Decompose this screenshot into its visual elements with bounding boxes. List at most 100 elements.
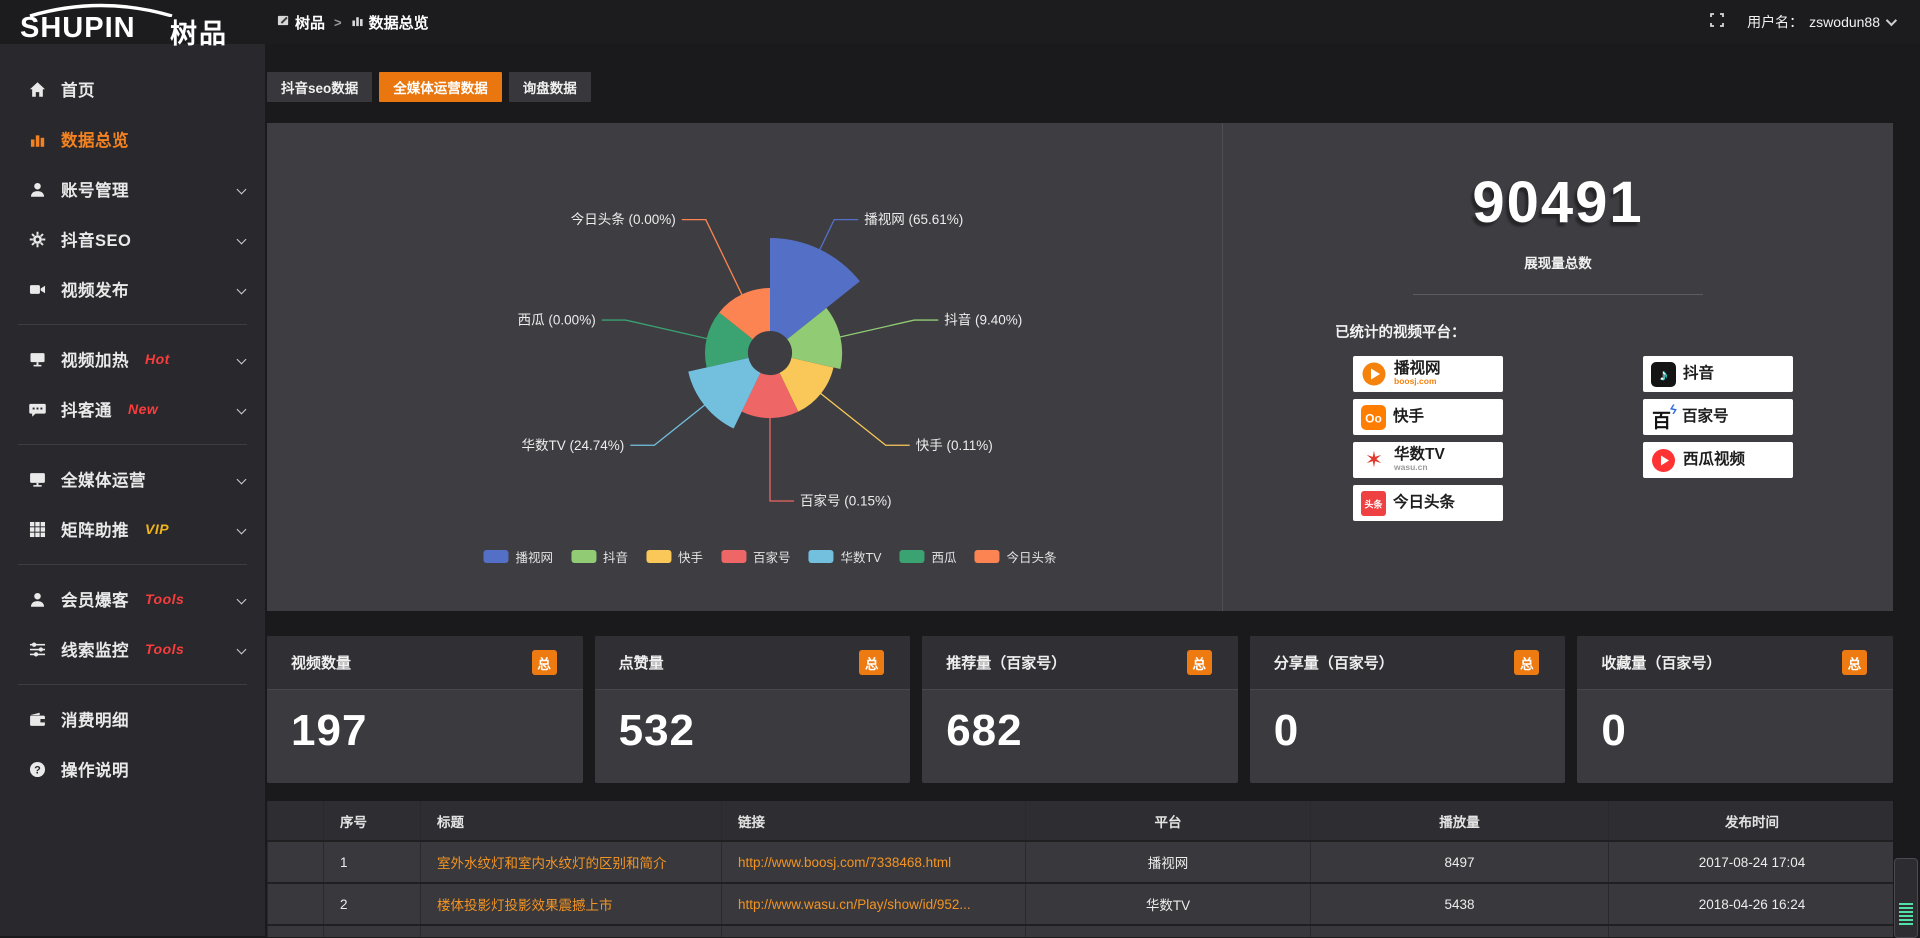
total-badge: 总 <box>1842 650 1867 675</box>
cell-title[interactable]: 楼体投影灯投影效果震撼上市 <box>421 883 722 925</box>
sidebar-item-数据总览[interactable]: 数据总览 <box>0 114 265 164</box>
breadcrumb-separator: > <box>334 15 342 30</box>
divider <box>1413 294 1703 295</box>
sidebar-item-label: 操作说明 <box>61 757 129 781</box>
cell-link[interactable]: http://www.wasu.cn/Play/show/id/952... <box>722 883 1026 925</box>
legend-item-西瓜[interactable]: 西瓜 <box>900 547 957 566</box>
pie-slice-华数TV[interactable] <box>688 358 760 429</box>
sidebar-item-label: 抖音SEO <box>61 227 131 251</box>
bar-chart-icon <box>351 14 364 31</box>
svg-text:✶: ✶ <box>1365 447 1383 472</box>
pie-label: 今日头条 (0.00%) <box>571 211 676 227</box>
cell-plays: 5438 <box>1311 883 1609 925</box>
stat-card-value: 197 <box>267 690 583 756</box>
table-row-partial <box>268 925 1894 937</box>
tab-询盘数据[interactable]: 询盘数据 <box>509 72 591 102</box>
legend-label: 今日头条 <box>1007 547 1057 566</box>
cell-platform: 播视网 <box>1026 841 1311 883</box>
username-value: zswodun88 <box>1809 14 1880 30</box>
sidebar-item-抖音SEO[interactable]: 抖音SEO <box>0 214 265 264</box>
chevron-down-icon <box>237 524 247 534</box>
douyin-logo-icon: ♪♪ <box>1651 362 1676 387</box>
chevron-down-icon <box>237 354 247 364</box>
pie-label: 华数TV (24.74%) <box>522 438 625 453</box>
legend-label: 播视网 <box>515 547 553 566</box>
cell-title[interactable]: 室外水纹灯和室内水纹灯的区别和简介 <box>421 841 722 883</box>
floating-scroll-widget[interactable] <box>1894 858 1918 938</box>
legend-item-华数TV[interactable]: 华数TV <box>809 547 882 566</box>
legend-label: 百家号 <box>753 547 791 566</box>
sidebar-item-label: 抖客通 <box>61 397 112 421</box>
chevron-down-icon <box>237 404 247 414</box>
legend-swatch <box>721 550 746 563</box>
chevron-down-icon <box>237 234 247 244</box>
svg-text:♪: ♪ <box>1659 367 1667 384</box>
cell-index: 1 <box>324 841 421 883</box>
legend-item-今日头条[interactable]: 今日头条 <box>975 547 1057 566</box>
pie-label: 抖音 (9.40%) <box>944 312 1022 328</box>
tab-全媒体运营数据[interactable]: 全媒体运营数据 <box>379 72 502 102</box>
user-menu[interactable]: 用户名：zswodun88 <box>1747 12 1894 32</box>
cell-index: 2 <box>324 883 421 925</box>
legend-swatch <box>571 550 596 563</box>
monitor-icon <box>28 350 46 368</box>
legend-item-播视网[interactable]: 播视网 <box>483 547 553 566</box>
chat-icon <box>28 400 46 418</box>
cell-link[interactable]: http://www.boosj.com/7338468.html <box>722 841 1026 883</box>
legend-swatch <box>809 550 834 563</box>
sidebar-item-账号管理[interactable]: 账号管理 <box>0 164 265 214</box>
cell-platform: 华数TV <box>1026 883 1311 925</box>
sidebar-item-全媒体运营[interactable]: 全媒体运营 <box>0 454 265 504</box>
chart-legend: 播视网 抖音 快手 百家号华数TV 西瓜 今日头条 <box>483 547 1056 566</box>
toutiao-logo-icon: 头条 <box>1361 491 1386 516</box>
fullscreen-icon[interactable] <box>1709 12 1725 33</box>
user-icon <box>28 590 46 608</box>
col-plays: 播放量 <box>1311 801 1609 841</box>
sidebar-item-视频发布[interactable]: 视频发布 <box>0 264 265 314</box>
legend-item-抖音[interactable]: 抖音 <box>571 547 628 566</box>
sidebar-item-label: 消费明细 <box>61 707 129 731</box>
wasu-logo-icon: ✶ <box>1361 447 1387 473</box>
sidebar-divider <box>0 674 265 694</box>
gear-icon <box>28 230 46 248</box>
cell-time: 2017-08-24 17:04 <box>1609 841 1894 883</box>
sidebar-item-抖客通[interactable]: 抖客通 New <box>0 384 265 434</box>
pie-label-line <box>682 220 742 296</box>
platform-name: 快手 <box>1393 409 1424 425</box>
breadcrumb-root[interactable]: 树品 <box>277 12 325 33</box>
row-select-cell <box>268 841 324 883</box>
sidebar-item-label: 首页 <box>61 77 95 101</box>
sidebar-badge: Hot <box>145 351 170 367</box>
pie-label-line <box>839 320 938 337</box>
tab-抖音seo数据[interactable]: 抖音seo数据 <box>267 72 372 102</box>
legend-item-百家号[interactable]: 百家号 <box>721 547 791 566</box>
legend-item-快手[interactable]: 快手 <box>646 547 703 566</box>
rose-chart[interactable]: 播视网 (65.61%)抖音 (9.40%)快手 (0.11%)百家号 (0.1… <box>267 123 1223 543</box>
sliders-icon <box>28 640 46 658</box>
stat-card-value: 682 <box>922 690 1238 756</box>
platform-badge-西瓜视频: 西瓜视频 <box>1643 442 1793 478</box>
grid-icon <box>28 520 46 538</box>
sidebar-item-消费明细[interactable]: 消费明细 <box>0 694 265 744</box>
sidebar-item-首页[interactable]: 首页 <box>0 64 265 114</box>
screen-icon <box>28 470 46 488</box>
legend-swatch <box>900 550 925 563</box>
question-icon: ? <box>28 760 46 778</box>
sidebar-item-操作说明[interactable]: ? 操作说明 <box>0 744 265 794</box>
stat-card-header: 点赞量总 <box>595 636 911 690</box>
sidebar-badge: Tools <box>145 591 184 607</box>
breadcrumb-current[interactable]: 数据总览 <box>351 12 429 33</box>
legend-label: 快手 <box>678 547 703 566</box>
brand-logo: SHUPIN 树品 <box>18 4 258 42</box>
legend-label: 抖音 <box>603 547 628 566</box>
sidebar-badge: New <box>128 401 158 417</box>
impressions-total-value: 90491 <box>1223 169 1893 236</box>
